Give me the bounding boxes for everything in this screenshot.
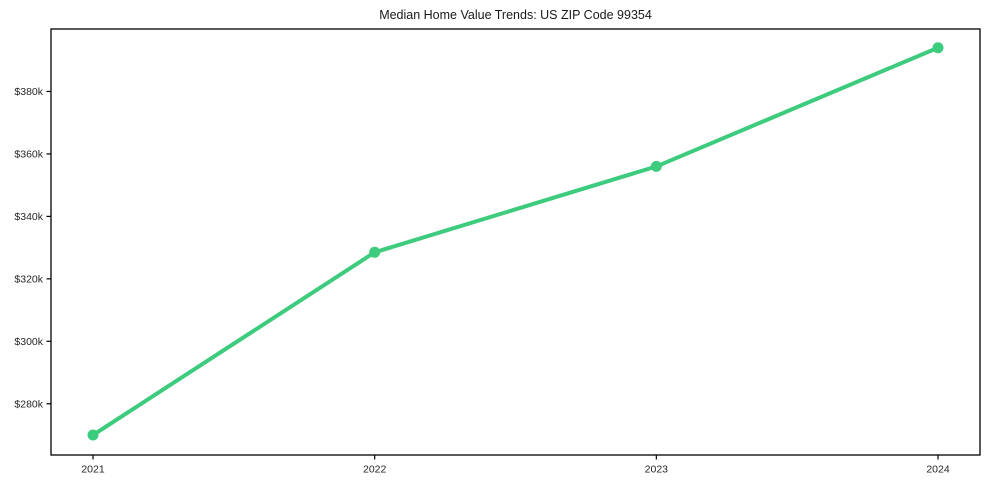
trend-line [91, 45, 940, 438]
y-tick-label: $300k [14, 336, 43, 348]
plot-frame [50, 28, 981, 456]
data-point-marker [369, 246, 381, 258]
y-tick-label: $320k [14, 274, 43, 286]
chart-title: Median Home Value Trends: US ZIP Code 99… [379, 8, 652, 22]
y-tick-label: $280k [14, 398, 43, 410]
data-point-marker [932, 42, 944, 54]
y-tick-label: $380k [14, 86, 43, 98]
data-point-marker [650, 160, 662, 172]
x-tick-label: 2024 [926, 464, 950, 476]
data-point-marker [87, 429, 99, 441]
y-tick-label: $340k [14, 211, 43, 223]
x-tick-label: 2022 [363, 464, 387, 476]
x-tick-label: 2021 [81, 464, 105, 476]
x-tick-label: 2023 [645, 464, 669, 476]
y-tick-label: $360k [14, 149, 43, 161]
